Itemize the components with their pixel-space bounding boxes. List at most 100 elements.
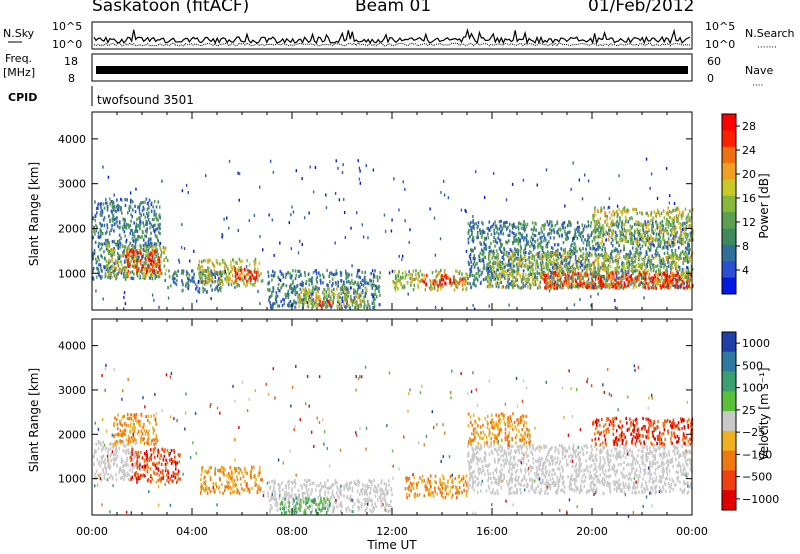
echo-cell bbox=[682, 268, 685, 272]
echo-cell bbox=[250, 282, 252, 286]
echo-cell bbox=[549, 279, 551, 283]
echo-cell bbox=[218, 280, 220, 285]
echo-cell bbox=[282, 273, 284, 277]
echo-speck bbox=[271, 218, 273, 222]
echo-speck bbox=[570, 187, 572, 191]
echo-cell bbox=[667, 280, 670, 284]
echo-cell bbox=[648, 286, 650, 290]
echo-speck bbox=[511, 182, 514, 186]
echo-cell bbox=[565, 266, 567, 270]
echo-cell bbox=[142, 221, 144, 225]
echo-cell bbox=[550, 220, 553, 224]
echo-cell bbox=[659, 235, 662, 239]
echo-cell bbox=[487, 232, 489, 236]
echo-speck bbox=[181, 223, 183, 227]
echo-cell bbox=[299, 300, 302, 305]
echo-cell bbox=[576, 264, 578, 268]
echo-cell bbox=[517, 227, 520, 231]
echo-cell bbox=[137, 234, 139, 238]
echo-cell bbox=[546, 281, 549, 286]
echo-cell bbox=[392, 279, 394, 283]
echo-cell bbox=[547, 233, 549, 237]
echo-speck bbox=[234, 275, 237, 279]
echo-cell bbox=[632, 240, 635, 245]
echo-cell bbox=[605, 252, 608, 256]
echo-cell bbox=[546, 241, 549, 245]
echo-cell bbox=[556, 260, 558, 264]
echo-cell bbox=[629, 279, 631, 283]
echo-speck bbox=[123, 291, 126, 295]
echo-cell bbox=[609, 272, 611, 276]
echo-cell bbox=[113, 271, 116, 276]
echo-cell bbox=[593, 215, 595, 219]
echo-cell bbox=[299, 287, 302, 291]
echo-cell bbox=[211, 261, 214, 265]
echo-speck bbox=[472, 303, 474, 307]
echo-cell bbox=[96, 225, 98, 229]
echo-cell bbox=[655, 232, 658, 236]
echo-cell bbox=[340, 303, 343, 307]
echo-cell bbox=[267, 288, 269, 292]
echo-cell bbox=[564, 232, 567, 236]
echo-cell bbox=[668, 215, 671, 220]
echo-cell bbox=[188, 273, 191, 277]
echo-cell bbox=[130, 276, 133, 280]
echo-speck bbox=[295, 169, 298, 173]
echo-cell bbox=[208, 266, 211, 271]
echo-cell bbox=[600, 286, 603, 290]
echo-cell bbox=[113, 240, 115, 244]
echo-speck bbox=[525, 251, 527, 255]
echo-cell bbox=[136, 251, 139, 255]
echo-cell bbox=[477, 220, 480, 225]
echo-cell bbox=[602, 264, 604, 268]
echo-cell bbox=[523, 276, 526, 280]
echo-cell bbox=[539, 243, 542, 247]
echo-cell bbox=[376, 275, 378, 279]
echo-cell bbox=[601, 282, 604, 287]
echo-cell bbox=[685, 270, 688, 274]
echo-cell bbox=[485, 244, 487, 248]
echo-cell bbox=[402, 276, 404, 280]
echo-cell bbox=[586, 240, 588, 244]
echo-cell bbox=[688, 242, 690, 247]
echo-cell bbox=[684, 246, 687, 250]
echo-cell bbox=[679, 255, 681, 259]
echo-cell bbox=[455, 279, 458, 283]
echo-cell bbox=[558, 269, 561, 273]
echo-cell bbox=[681, 250, 684, 254]
echo-cell bbox=[498, 246, 501, 250]
echo-cell bbox=[136, 217, 138, 221]
echo-speck bbox=[388, 271, 391, 275]
echo-cell bbox=[651, 230, 653, 235]
echo-cell bbox=[132, 249, 135, 253]
echo-cell bbox=[92, 254, 94, 258]
echo-cell bbox=[663, 228, 666, 232]
echo-cell bbox=[479, 241, 481, 245]
echo-cell bbox=[563, 280, 565, 284]
echo-cell bbox=[358, 293, 361, 297]
echo-cell bbox=[135, 265, 137, 269]
echo-cell bbox=[686, 255, 689, 259]
echo-cell bbox=[135, 225, 137, 229]
echo-cell bbox=[517, 231, 520, 235]
echo-speck bbox=[390, 229, 393, 233]
echo-cell bbox=[680, 284, 682, 288]
echo-cell bbox=[591, 286, 594, 290]
echo-cell bbox=[575, 282, 578, 286]
echo-cell bbox=[615, 271, 617, 275]
echo-speck bbox=[100, 202, 102, 206]
echo-cell bbox=[589, 272, 592, 276]
echo-cell bbox=[153, 268, 156, 273]
echo-cell bbox=[659, 239, 662, 243]
echo-cell bbox=[641, 281, 644, 285]
echo-cell bbox=[147, 201, 149, 205]
echo-cell bbox=[592, 267, 595, 271]
echo-cell bbox=[593, 286, 595, 290]
echo-cell bbox=[155, 262, 157, 266]
echo-cell bbox=[639, 253, 641, 257]
echo-cell bbox=[625, 273, 628, 277]
echo-cell bbox=[291, 303, 294, 307]
echo-cell bbox=[545, 238, 547, 242]
echo-cell bbox=[348, 273, 350, 277]
echo-cell bbox=[337, 280, 339, 284]
